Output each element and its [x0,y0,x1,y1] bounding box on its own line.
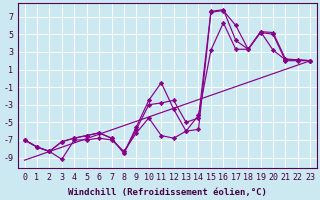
X-axis label: Windchill (Refroidissement éolien,°C): Windchill (Refroidissement éolien,°C) [68,188,267,197]
